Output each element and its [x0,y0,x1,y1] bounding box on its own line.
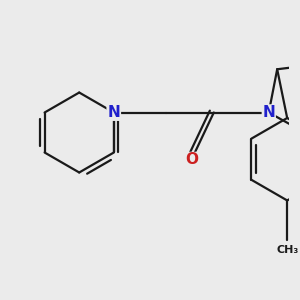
Text: N: N [262,105,275,120]
Text: CH₃: CH₃ [276,245,298,255]
Text: N: N [107,105,120,120]
Text: O: O [185,152,198,167]
Text: O: O [107,105,120,120]
